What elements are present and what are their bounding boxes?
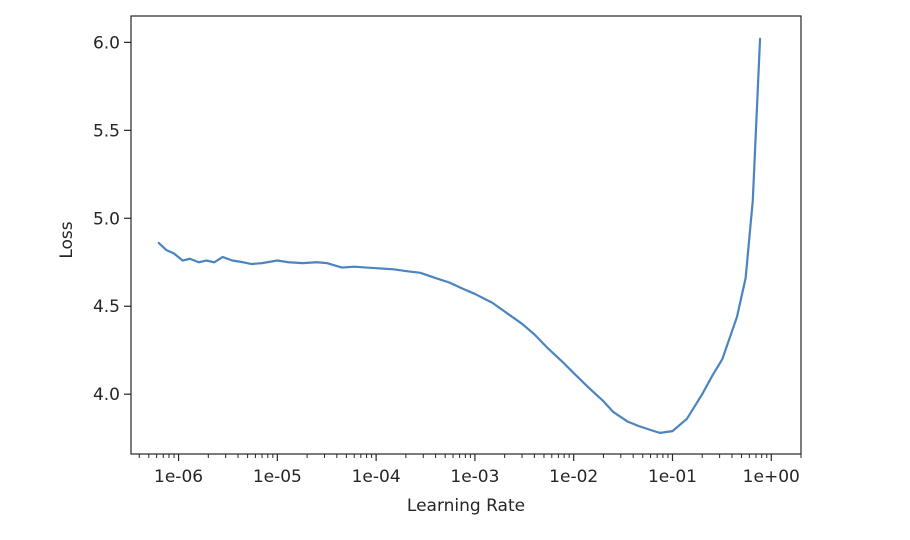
plot-frame	[130, 15, 802, 455]
x-axis-label: Learning Rate	[407, 496, 525, 516]
x-tick-label: 1e+00	[743, 467, 800, 487]
x-tick-label: 1e-04	[352, 467, 401, 487]
loss-series-line	[157, 37, 762, 434]
x-tick-label: 1e-06	[154, 467, 203, 487]
y-tick-label: 5.0	[93, 209, 120, 229]
y-tick-label: 5.5	[93, 121, 120, 141]
x-tick-label: 1e-01	[648, 467, 697, 487]
y-tick-label: 6.0	[93, 33, 120, 53]
plot-area: 1e-06 1e-05 1e-04 1e-03 1e-02 1e-01 1e+00 4.0 4.…	[57, 15, 802, 516]
y-tick-label: 4.5	[93, 297, 120, 317]
x-tick-label: 1e-02	[549, 467, 598, 487]
x-tick-label: 1e-05	[253, 467, 302, 487]
x-tick-label: 1e-03	[450, 467, 499, 487]
y-tick-label: 4.0	[93, 385, 120, 405]
y-axis-label: Loss	[57, 221, 77, 258]
